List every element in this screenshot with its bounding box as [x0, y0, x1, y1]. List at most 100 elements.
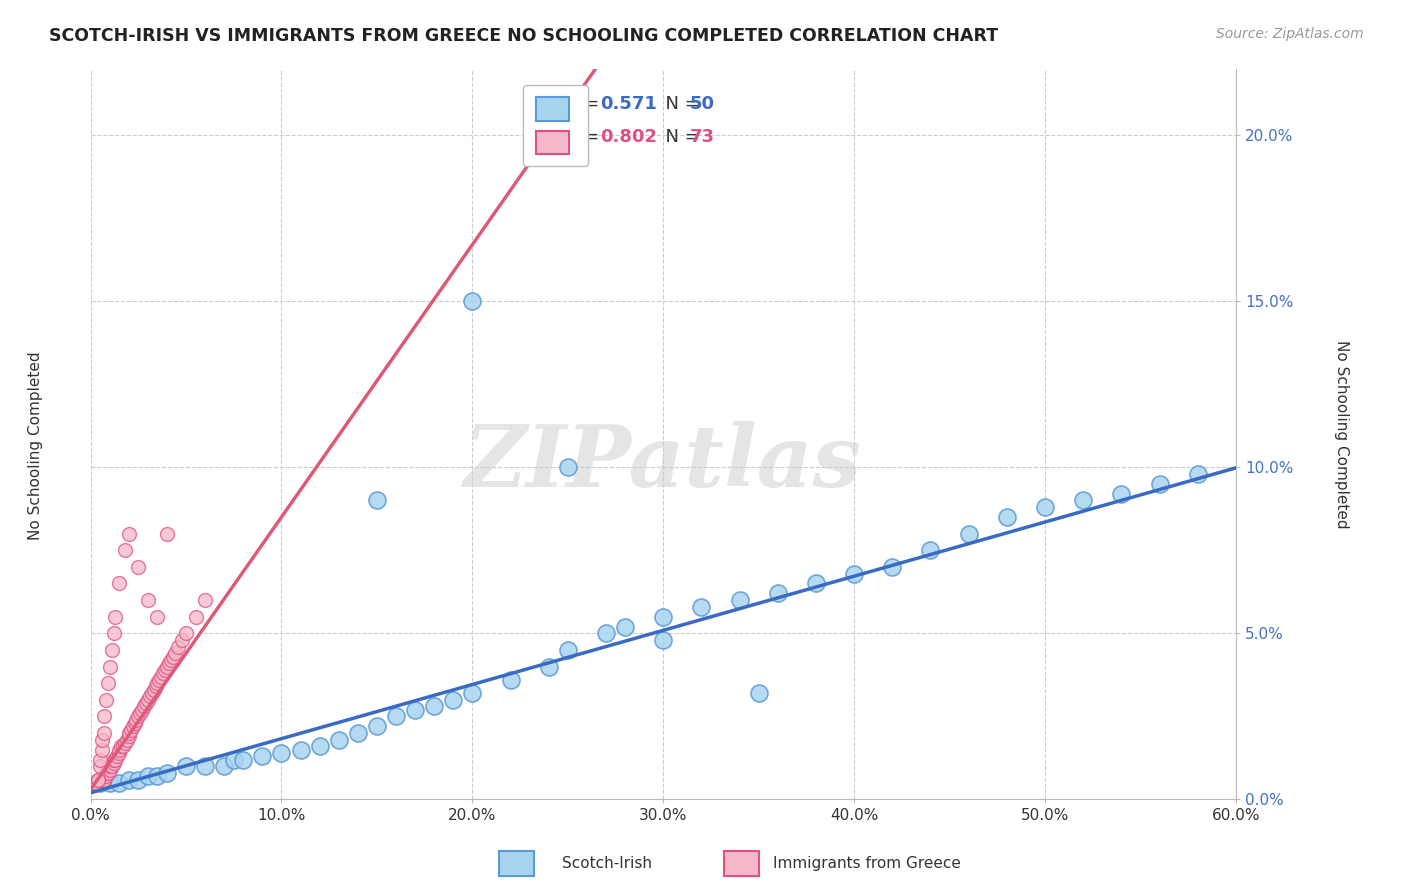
Point	[89, 776, 111, 790]
Point	[804, 576, 827, 591]
Text: 50: 50	[689, 95, 714, 112]
Point	[1187, 467, 1209, 481]
Point	[108, 742, 131, 756]
Text: ZIPatlas: ZIPatlas	[464, 422, 862, 505]
Point	[108, 746, 131, 760]
Point	[595, 626, 617, 640]
Point	[366, 719, 388, 733]
Point	[748, 686, 770, 700]
Text: Source: ZipAtlas.com: Source: ZipAtlas.com	[1216, 27, 1364, 41]
Point	[97, 765, 120, 780]
Text: No Schooling Completed: No Schooling Completed	[28, 351, 42, 541]
Point	[174, 626, 197, 640]
Point	[174, 759, 197, 773]
Point	[103, 626, 125, 640]
Point	[557, 643, 579, 657]
Text: 0.802: 0.802	[600, 128, 657, 145]
Point	[98, 659, 121, 673]
Point	[1071, 493, 1094, 508]
Point	[97, 676, 120, 690]
Point	[423, 699, 446, 714]
Point	[194, 759, 217, 773]
Point	[652, 609, 675, 624]
Point	[920, 543, 942, 558]
Point	[110, 739, 132, 754]
Point	[93, 772, 115, 787]
Point	[1111, 487, 1133, 501]
Point	[94, 765, 117, 780]
Point	[93, 709, 115, 723]
Point	[118, 726, 141, 740]
Point	[94, 693, 117, 707]
Point	[557, 460, 579, 475]
Point	[652, 632, 675, 647]
Legend: , : ,	[523, 85, 588, 167]
Point	[270, 746, 292, 760]
Point	[98, 759, 121, 773]
Point	[124, 716, 146, 731]
Point	[139, 690, 162, 704]
Point	[766, 586, 789, 600]
Point	[135, 696, 157, 710]
Point	[129, 706, 152, 720]
Point	[131, 703, 153, 717]
Point	[728, 593, 751, 607]
Point	[83, 776, 105, 790]
Point	[842, 566, 865, 581]
Point	[115, 732, 138, 747]
Point	[104, 609, 127, 624]
Point	[93, 726, 115, 740]
Point	[142, 682, 165, 697]
Point	[146, 676, 169, 690]
Point	[89, 753, 111, 767]
Point	[87, 772, 110, 787]
Point	[537, 659, 560, 673]
Text: Immigrants from Greece: Immigrants from Greece	[773, 856, 962, 871]
Point	[118, 526, 141, 541]
Point	[150, 669, 173, 683]
Point	[156, 765, 179, 780]
Point	[882, 560, 904, 574]
Text: SCOTCH-IRISH VS IMMIGRANTS FROM GREECE NO SCHOOLING COMPLETED CORRELATION CHART: SCOTCH-IRISH VS IMMIGRANTS FROM GREECE N…	[49, 27, 998, 45]
Point	[461, 686, 484, 700]
Text: N =: N =	[654, 128, 706, 145]
Text: R =: R =	[565, 95, 605, 112]
Point	[125, 713, 148, 727]
Text: 0.571: 0.571	[600, 95, 657, 112]
Point	[89, 759, 111, 773]
Point	[94, 769, 117, 783]
Point	[100, 759, 122, 773]
Point	[91, 772, 114, 787]
Point	[222, 753, 245, 767]
Point	[104, 753, 127, 767]
Point	[136, 769, 159, 783]
Point	[366, 493, 388, 508]
Point	[290, 742, 312, 756]
Point	[127, 709, 149, 723]
Point	[114, 543, 136, 558]
Point	[121, 719, 143, 733]
Point	[1033, 500, 1056, 514]
Point	[146, 769, 169, 783]
Point	[86, 776, 108, 790]
Text: N =: N =	[654, 95, 706, 112]
Point	[152, 666, 174, 681]
Point	[127, 772, 149, 787]
Point	[194, 593, 217, 607]
Point	[153, 663, 176, 677]
Point	[136, 693, 159, 707]
Point	[995, 510, 1018, 524]
Point	[162, 649, 184, 664]
Point	[145, 680, 167, 694]
Point	[105, 749, 128, 764]
Point	[690, 599, 713, 614]
Point	[91, 742, 114, 756]
Point	[156, 526, 179, 541]
Point	[385, 709, 408, 723]
Text: Scotch-Irish: Scotch-Irish	[562, 856, 652, 871]
Point	[89, 776, 111, 790]
Point	[159, 653, 181, 667]
Point	[499, 673, 522, 687]
Point	[136, 593, 159, 607]
Point	[100, 643, 122, 657]
